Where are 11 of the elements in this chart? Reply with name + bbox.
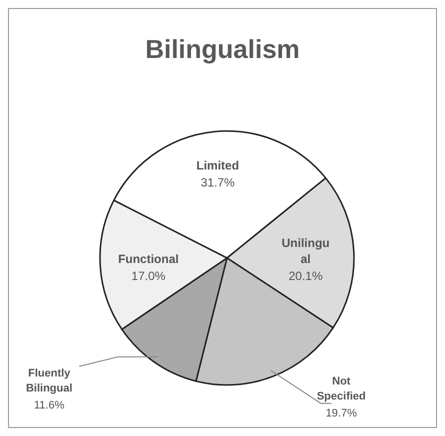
slice-label: Unilingual: [282, 236, 330, 266]
slice-label: Functional: [118, 252, 179, 266]
slice-label: Limited: [196, 158, 240, 173]
data-label: 19.7%: [326, 407, 358, 420]
slice-label: Fluently Bilingual: [26, 367, 72, 394]
data-label: 20.1%: [288, 269, 323, 284]
chart-title: Bilingualism: [145, 34, 300, 64]
data-label: 31.7%: [200, 176, 236, 190]
slice-label: Not Specified: [316, 375, 366, 402]
data-label: 17.0%: [131, 268, 166, 283]
data-label: 11.6%: [34, 399, 65, 412]
